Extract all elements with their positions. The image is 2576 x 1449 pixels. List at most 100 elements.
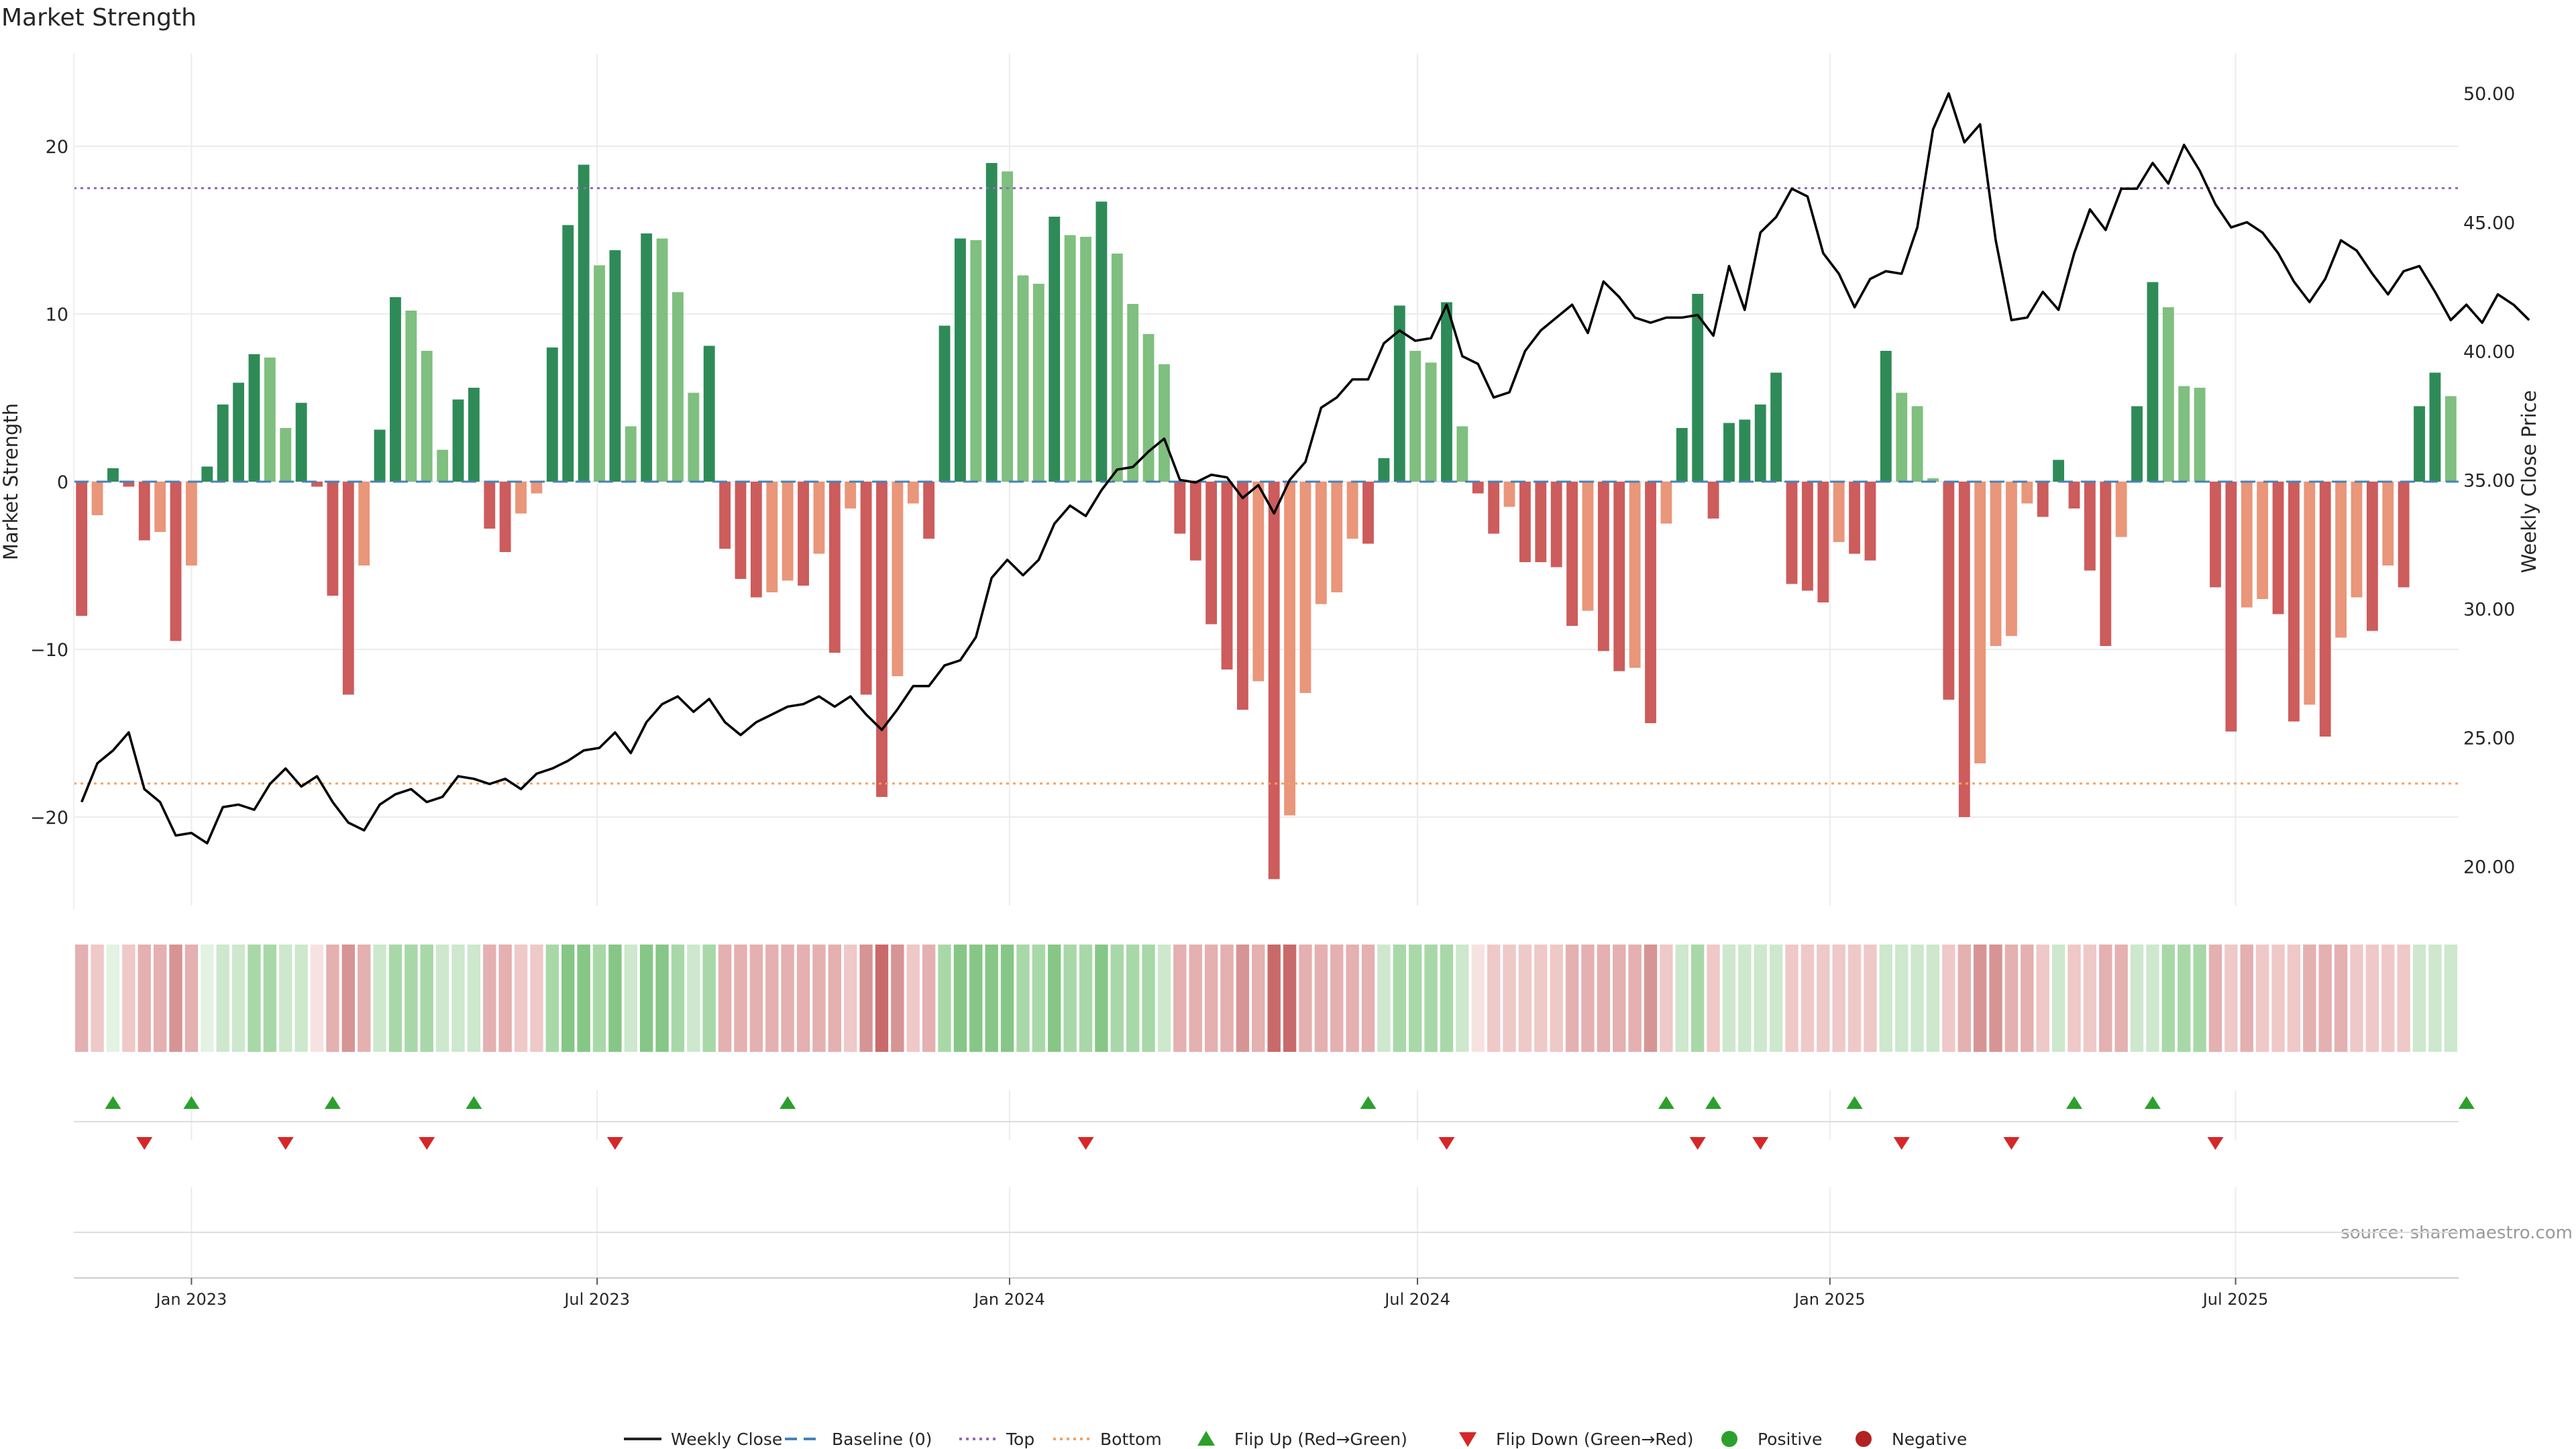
strength-bar (1409, 351, 1421, 482)
heat-cell (1440, 945, 1454, 1052)
strength-bar (1943, 482, 1955, 700)
strength-bar (2429, 372, 2441, 482)
heat-cell (577, 945, 590, 1052)
grid-layer (74, 54, 2459, 1278)
strength-bar (2131, 406, 2143, 482)
y-tick-label: 20 (46, 137, 68, 158)
strength-bar (2335, 482, 2347, 638)
flip-up-marker (1360, 1096, 1377, 1109)
heat-cell (828, 945, 842, 1052)
heat-cell (2036, 945, 2049, 1052)
heat-cell (405, 945, 418, 1052)
strength-bar (2304, 482, 2316, 705)
heat-cell (1032, 945, 1046, 1052)
strength-bar (1378, 458, 1390, 482)
strength-bar (955, 238, 966, 482)
strength-bar (358, 482, 370, 566)
strength-bar (1550, 482, 1562, 568)
strength-bar (1236, 482, 1248, 710)
y2-tick-label: 30.00 (2463, 599, 2515, 620)
strength-bar (2241, 482, 2253, 608)
heat-cell (1973, 945, 1987, 1052)
heat-cell (1236, 945, 1250, 1052)
strength-bar (1692, 294, 1704, 482)
flip-down-marker (1893, 1137, 1910, 1150)
reference-lines (74, 187, 2459, 785)
heat-cell (2412, 945, 2426, 1052)
heat-cell (1267, 945, 1281, 1052)
heat-cell (969, 945, 983, 1052)
flip-up-marker (183, 1096, 200, 1109)
heat-cell (1142, 945, 1155, 1052)
strength-bar (2382, 482, 2394, 566)
heat-cell (2444, 945, 2457, 1052)
legend-item: Positive (1721, 1430, 1822, 1449)
strength-bar (437, 449, 449, 482)
strength-bar (641, 233, 653, 482)
strength-bar (1927, 478, 1939, 482)
heat-cell (138, 945, 151, 1052)
heat-cell (1707, 945, 1720, 1052)
strength-bar (1095, 201, 1108, 482)
heat-cell (922, 945, 936, 1052)
strength-bar (107, 468, 119, 482)
strength-bar (1629, 482, 1641, 668)
flip-down-marker (136, 1137, 153, 1150)
heat-cell (1675, 945, 1688, 1052)
heat-cell (2240, 945, 2253, 1052)
strength-bar (1990, 482, 2002, 646)
heat-cell (2208, 945, 2222, 1052)
heat-cell (1989, 945, 2002, 1052)
heat-cell (1864, 945, 1877, 1052)
heat-cell (2051, 945, 2065, 1052)
strength-bar (1268, 482, 1280, 879)
strength-bar (2162, 307, 2174, 482)
strength-bar (1362, 482, 1374, 544)
heat-cell (1942, 945, 1955, 1052)
heat-cell (1016, 945, 1030, 1052)
legend-label: Baseline (0) (832, 1430, 932, 1449)
heat-cell (388, 945, 402, 1052)
strength-bar (625, 426, 637, 482)
strength-bar (2068, 482, 2080, 508)
strength-bar (1786, 482, 1798, 584)
heat-cell (357, 945, 371, 1052)
strength-bar (531, 482, 543, 494)
y2-tick-label: 35.00 (2463, 470, 2515, 491)
strength-bar (170, 482, 182, 641)
strength-bar (828, 482, 841, 653)
heat-cell (75, 945, 89, 1052)
strength-bar (1754, 405, 1766, 482)
strength-bar (1284, 482, 1296, 816)
heat-cell (1330, 945, 1344, 1052)
heat-cell (1173, 945, 1187, 1052)
heat-cell (1879, 945, 1893, 1052)
flip-down-marker (2207, 1137, 2224, 1150)
legend-triangle-up-icon (1197, 1431, 1215, 1446)
y-axis-label: Market Strength (0, 403, 22, 560)
legend-label: Flip Down (Green→Red) (1496, 1430, 1694, 1449)
y2-tick-label: 40.00 (2463, 341, 2515, 362)
strength-bar (1049, 217, 1061, 482)
strength-bar (688, 392, 700, 482)
strength-bar (91, 482, 103, 515)
strength-bar (1002, 171, 1014, 482)
heat-cell (545, 945, 559, 1052)
heat-cell (985, 945, 998, 1052)
heat-cell (1847, 945, 1862, 1052)
strength-bar (2366, 482, 2378, 631)
strength-bar (2225, 482, 2237, 732)
heat-cell (326, 945, 339, 1052)
strength-bar (1472, 482, 1484, 494)
heat-cell (2334, 945, 2348, 1052)
flip-down-marker (1752, 1137, 1769, 1150)
heat-cell (1911, 945, 1924, 1052)
heat-cell (2004, 945, 2019, 1052)
strength-bar (295, 402, 307, 482)
flip-down-marker (606, 1137, 623, 1150)
heat-cell (1361, 945, 1375, 1052)
strength-bar (2053, 460, 2065, 482)
strength-bar (1676, 428, 1688, 482)
legend-label: Negative (1892, 1430, 1967, 1449)
heat-cell (279, 945, 292, 1052)
